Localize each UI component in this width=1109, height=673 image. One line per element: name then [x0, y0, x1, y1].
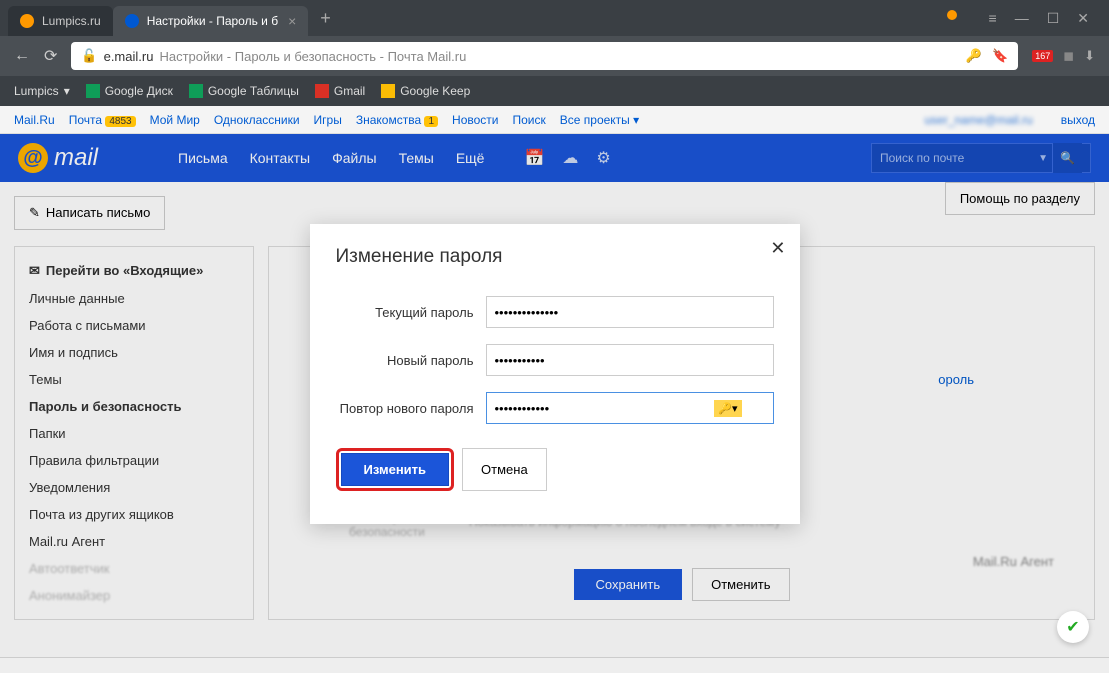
bookmark-gdrive[interactable]: Google Диск [86, 84, 173, 98]
horizontal-scrollbar[interactable] [0, 657, 1109, 673]
nav-dating[interactable]: Знакомства 1 [356, 113, 438, 127]
modal-cancel-button[interactable]: Отмена [462, 448, 547, 491]
label-new-password: Новый пароль [336, 353, 486, 368]
close-window-icon[interactable]: ✕ [1077, 10, 1089, 27]
status-dot-icon [947, 10, 957, 20]
menu-icon[interactable]: ≡ [989, 10, 997, 27]
bookmark-label: Google Таблицы [208, 84, 299, 98]
mail-count-badge: 4853 [105, 116, 135, 127]
label-current-password: Текущий пароль [336, 305, 486, 320]
current-password-input[interactable] [486, 296, 774, 328]
minimize-icon[interactable]: — [1015, 10, 1029, 27]
url-input[interactable]: 🔓 e.mail.ru Настройки - Пароль и безопас… [71, 42, 1018, 70]
bookmark-label: Lumpics [14, 84, 59, 98]
nav-moimir[interactable]: Мой Мир [150, 113, 200, 127]
back-icon[interactable]: ← [14, 47, 30, 65]
modal-title: Изменение пароля [336, 246, 774, 268]
tab-bar: Lumpics.ru Настройки - Пароль и б × + ≡ … [0, 0, 1109, 36]
dating-count-badge: 1 [424, 116, 438, 127]
sheets-icon [189, 84, 203, 98]
password-key-icon[interactable]: 🔑▾ [714, 400, 741, 417]
tab-mailru-settings[interactable]: Настройки - Пароль и б × [113, 6, 309, 36]
bookmark-gmail[interactable]: Gmail [315, 84, 365, 98]
nav-ok[interactable]: Одноклассники [214, 113, 300, 127]
key-icon[interactable]: 🔑 [966, 48, 982, 64]
url-path: Настройки - Пароль и безопасность - Почт… [159, 49, 466, 64]
extension-badge[interactable]: 167 [1032, 50, 1053, 62]
maximize-icon[interactable]: ☐ [1047, 10, 1060, 27]
tab-lumpics[interactable]: Lumpics.ru [8, 6, 113, 36]
bookmark-gsheets[interactable]: Google Таблицы [189, 84, 299, 98]
bookmark-gkeep[interactable]: Google Keep [381, 84, 470, 98]
favicon-icon [20, 14, 34, 28]
nav-mail[interactable]: Почта 4853 [69, 113, 136, 127]
download-icon[interactable]: ⬇ [1084, 48, 1095, 64]
lock-icon: 🔓 [81, 48, 97, 64]
modal-overlay: ✕ Изменение пароля Текущий пароль Новый … [0, 134, 1109, 673]
reload-icon[interactable]: ⟳ [44, 46, 57, 66]
label-repeat-password: Повтор нового пароля [336, 401, 486, 416]
keep-icon [381, 84, 395, 98]
nav-mailru[interactable]: Mail.Ru [14, 113, 55, 127]
highlighted-action: Изменить [336, 448, 455, 491]
nav-search[interactable]: Поиск [513, 113, 546, 127]
bookmarks-bar: Lumpics ▾ Google Диск Google Таблицы Gma… [0, 76, 1109, 106]
close-icon[interactable]: × [288, 13, 296, 29]
adguard-icon[interactable]: ✔ [1057, 611, 1089, 643]
logout-link[interactable]: выход [1061, 113, 1095, 127]
new-password-input[interactable] [486, 344, 774, 376]
favicon-icon [125, 14, 139, 28]
url-domain: e.mail.ru [104, 49, 154, 64]
gmail-icon [315, 84, 329, 98]
new-tab-button[interactable]: + [320, 8, 331, 29]
bookmark-label: Gmail [334, 84, 365, 98]
nav-news[interactable]: Новости [452, 113, 498, 127]
bookmark-label: Google Keep [400, 84, 470, 98]
close-icon[interactable]: ✕ [770, 238, 785, 259]
drive-icon [86, 84, 100, 98]
dropdown-icon: ▾ [64, 84, 70, 98]
bookmark-lumpics[interactable]: Lumpics ▾ [14, 84, 70, 98]
address-bar: ← ⟳ 🔓 e.mail.ru Настройки - Пароль и без… [0, 36, 1109, 76]
mailru-top-nav: Mail.Ru Почта 4853 Мой Мир Одноклассники… [0, 106, 1109, 134]
change-button[interactable]: Изменить [341, 453, 450, 486]
browser-chrome: Lumpics.ru Настройки - Пароль и б × + ≡ … [0, 0, 1109, 106]
tab-title: Настройки - Пароль и б [147, 14, 278, 28]
extension-icon[interactable]: ◼ [1063, 48, 1074, 64]
tab-title: Lumpics.ru [42, 14, 101, 28]
bookmark-icon[interactable]: 🔖 [992, 48, 1008, 64]
nav-games[interactable]: Игры [314, 113, 342, 127]
bookmark-label: Google Диск [105, 84, 173, 98]
user-email[interactable]: user_name@mail.ru [924, 113, 1032, 127]
nav-allprojects[interactable]: Все проекты ▾ [560, 113, 639, 127]
password-change-modal: ✕ Изменение пароля Текущий пароль Новый … [310, 224, 800, 524]
